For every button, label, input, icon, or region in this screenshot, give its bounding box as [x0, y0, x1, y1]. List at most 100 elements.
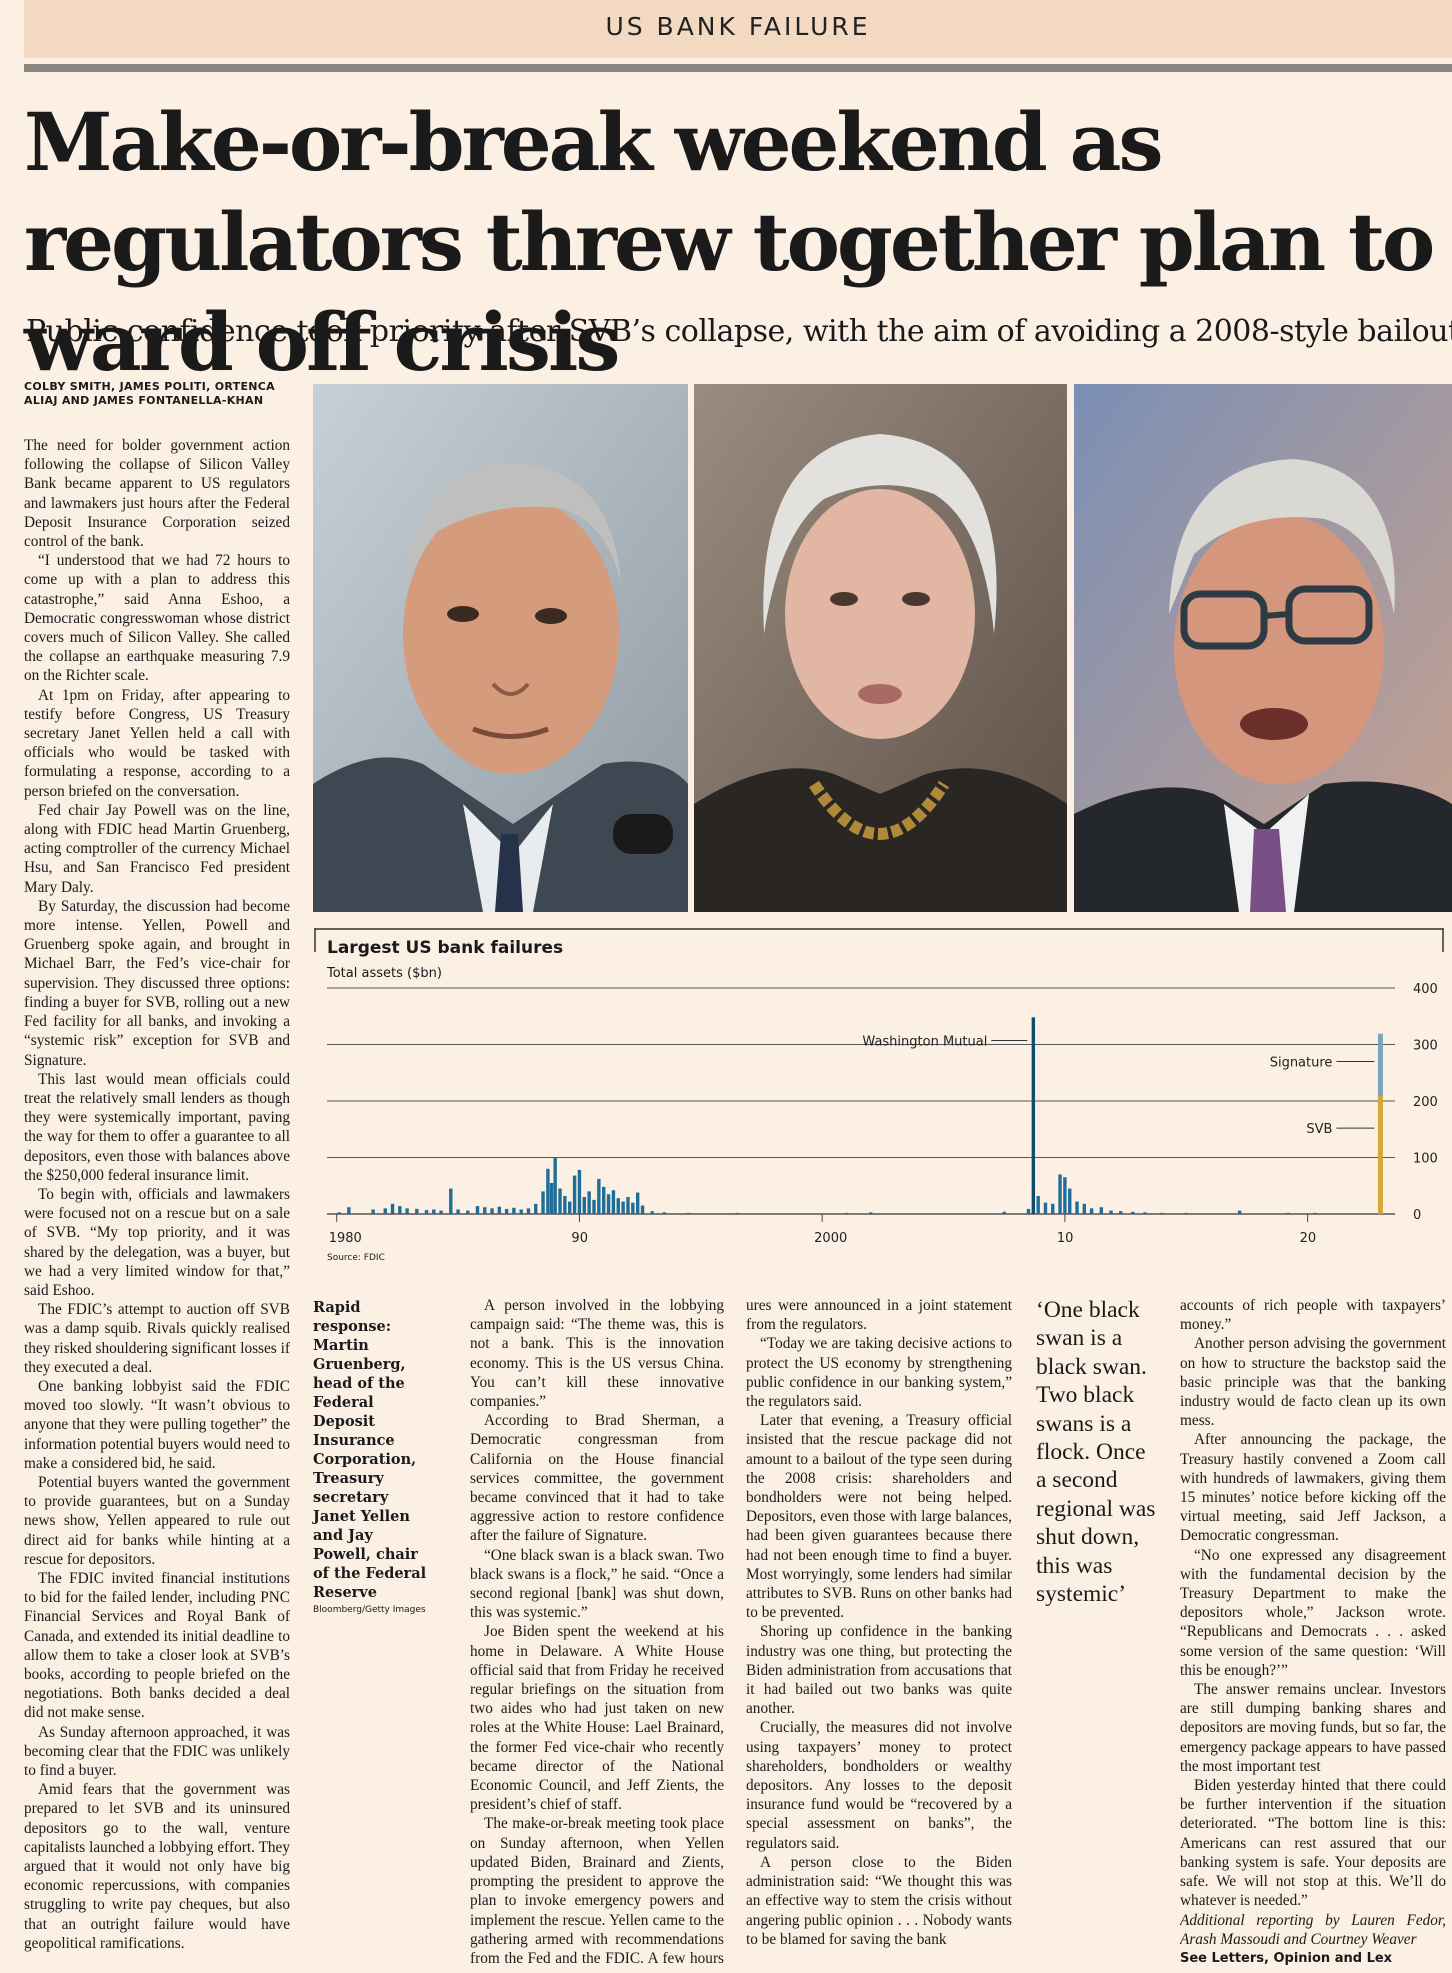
bar	[650, 1211, 654, 1214]
bar	[635, 1192, 640, 1214]
paragraph: At 1pm on Friday, after appearing to tes…	[24, 686, 290, 800]
bar	[597, 1178, 601, 1214]
bar	[504, 1208, 509, 1214]
bar	[432, 1209, 436, 1214]
bar	[466, 1210, 470, 1214]
pull-quote: ‘One black swan is a black swan. Two bla…	[1036, 1297, 1156, 1608]
photo-caption: Rapid response: Martin Gruenberg, head o…	[313, 1298, 433, 1616]
bar	[439, 1210, 443, 1214]
bar	[497, 1206, 502, 1214]
bar	[572, 1175, 577, 1214]
y-tick-label: 200	[1413, 1095, 1438, 1110]
x-tick-label: 20	[1300, 1231, 1317, 1246]
x-tick-label: 10	[1057, 1231, 1074, 1246]
annotation-label: Signature	[1270, 1055, 1333, 1070]
paragraph: Crucially, the measures did not involve …	[746, 1719, 1012, 1852]
additional-reporting: Additional reporting by Lauren Fedor, Ar…	[1180, 1911, 1446, 1948]
chart-subtitle: Total assets ($bn)	[327, 966, 442, 981]
bar	[602, 1186, 606, 1214]
paragraph: One banking lobbyist said the FDIC moved…	[24, 1377, 290, 1472]
bar	[519, 1209, 523, 1214]
paragraph: As Sunday afternoon approached, it was b…	[24, 1723, 290, 1780]
article-column-4: ures were announced in a joint statement…	[746, 1296, 1012, 1966]
bar	[1075, 1201, 1079, 1214]
y-tick-label: 300	[1413, 1039, 1438, 1054]
bar	[686, 1212, 691, 1214]
bar	[606, 1194, 611, 1214]
bar	[563, 1195, 567, 1214]
bar	[592, 1199, 596, 1214]
bar	[449, 1188, 453, 1214]
bar	[631, 1202, 635, 1214]
y-tick-label: 400	[1413, 982, 1438, 997]
paragraph: accounts of rich people with taxpayers’ …	[1180, 1297, 1446, 1334]
bar	[640, 1205, 645, 1214]
paragraph: “I understood that we had 72 hours to co…	[24, 552, 290, 685]
bar	[844, 1212, 849, 1214]
chart-title: Largest US bank failures	[327, 938, 564, 958]
article-column-6: accounts of rich people with taxpayers’ …	[1180, 1296, 1446, 1966]
bar	[383, 1208, 387, 1214]
bar	[1031, 1017, 1036, 1214]
chart-largest-bank-failures: 0 100 200 300 400 1980 90 2000 10 20 Source: FDIC…	[313, 928, 1445, 1268]
bar	[1099, 1207, 1103, 1214]
x-tick-label: 1980	[329, 1231, 362, 1246]
bar	[1043, 1202, 1048, 1214]
paragraph: A person close to the Biden administrati…	[746, 1853, 1012, 1948]
bar	[490, 1208, 494, 1214]
bar	[1160, 1212, 1164, 1214]
byline: COLBY SMITH, JAMES POLITI, ORTENCA ALIAJ…	[24, 380, 275, 407]
bar	[1089, 1208, 1094, 1214]
paragraph: The answer remains unclear. Investors ar…	[1180, 1681, 1446, 1775]
bar	[475, 1206, 480, 1214]
bar	[1068, 1188, 1072, 1214]
paragraph: By Saturday, the discussion had become m…	[24, 897, 290, 1069]
section-rule	[24, 64, 1452, 72]
y-tick-label: 100	[1413, 1152, 1438, 1167]
paragraph: Another person advising the government o…	[1180, 1335, 1446, 1430]
photo-jay-powell	[1074, 384, 1452, 912]
bar	[553, 1157, 557, 1214]
paragraph: “No one expressed any disagreement with …	[1180, 1546, 1446, 1679]
bar	[1286, 1212, 1290, 1214]
bar	[1036, 1195, 1040, 1214]
bar	[546, 1168, 550, 1214]
bar	[405, 1208, 409, 1214]
paragraph: “One black swan is a black swan. Two bla…	[470, 1546, 724, 1622]
bar	[1237, 1210, 1242, 1214]
photo-martin-gruenberg	[313, 384, 688, 912]
bar	[626, 1197, 630, 1214]
section-banner: US BANK FAILURE	[24, 0, 1452, 58]
bar	[577, 1169, 582, 1214]
bar	[869, 1212, 873, 1214]
bar	[512, 1207, 516, 1214]
bar	[582, 1197, 586, 1214]
bar	[1051, 1203, 1055, 1214]
paragraph: According to Brad Sherman, a Democratic …	[470, 1412, 724, 1545]
paragraph: Amid fears that the government was prepa…	[24, 1781, 290, 1952]
paragraph: This last would mean officials could tre…	[24, 1070, 290, 1184]
bar	[337, 1212, 341, 1214]
paragraph: Fed chair Jay Powell was on the line, al…	[24, 801, 290, 896]
bar	[1058, 1174, 1062, 1214]
bar	[398, 1206, 402, 1214]
see-also-link[interactable]: See Letters, Opinion and Lex	[1180, 1950, 1393, 1966]
annotation-label: Washington Mutual	[862, 1035, 987, 1050]
bar	[371, 1209, 375, 1214]
paragraph: “Today we are taking decisive actions to…	[746, 1335, 1012, 1411]
bar	[735, 1212, 739, 1214]
paragraph: After announcing the package, the Treasu…	[1180, 1431, 1446, 1545]
article-column-1: The need for bolder government action fo…	[24, 436, 290, 1966]
bar	[390, 1203, 395, 1214]
bar	[616, 1198, 620, 1214]
bar	[1026, 1208, 1031, 1214]
paragraph: ures were announced in a joint statement…	[746, 1297, 1012, 1334]
bar	[526, 1208, 531, 1214]
bar-chart: 0 100 200 300 400 1980 90 2000 10 20 Source: FDIC…	[314, 928, 1444, 1263]
bar	[347, 1207, 351, 1214]
bar	[1143, 1212, 1147, 1214]
bar	[1002, 1211, 1006, 1214]
bar	[1082, 1203, 1087, 1214]
x-tick-label: 2000	[814, 1231, 847, 1246]
paragraph: The FDIC’s attempt to auction off SVB wa…	[24, 1301, 290, 1376]
